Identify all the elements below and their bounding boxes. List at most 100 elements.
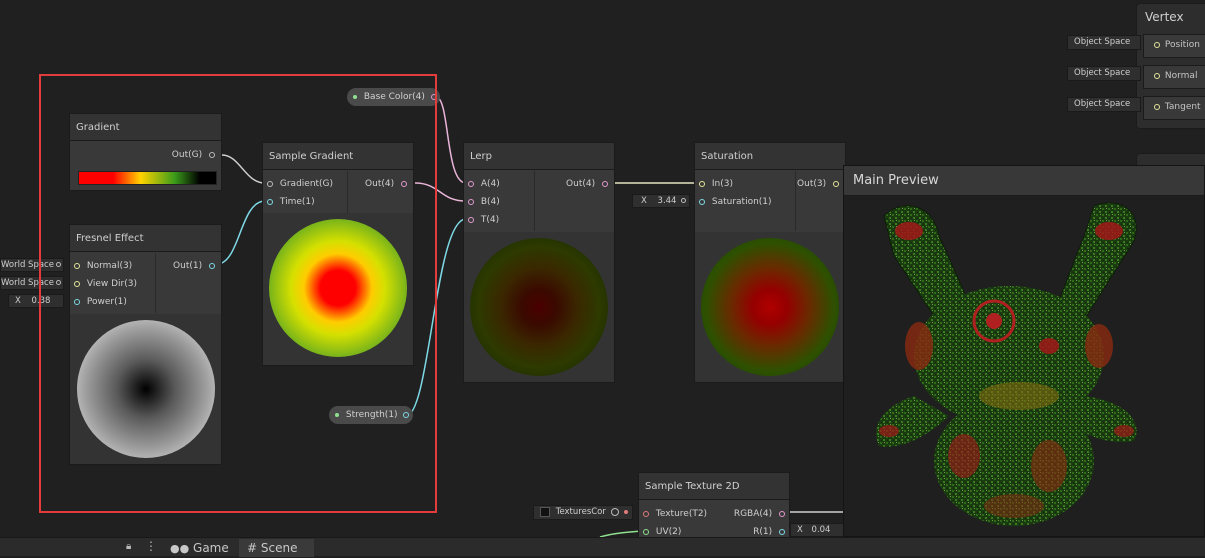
- default-space-label: Object Space: [1074, 68, 1131, 78]
- fresnel-out-port[interactable]: Out(1): [173, 258, 215, 274]
- lerp-preview: [464, 232, 614, 382]
- lerp-t-port[interactable]: T(4): [468, 212, 499, 228]
- port-dot-icon[interactable]: [468, 198, 474, 205]
- sample-gradient-title: Sample Gradient: [263, 143, 413, 170]
- saturation-sat-port[interactable]: Saturation(1): [699, 194, 772, 210]
- port-dot-icon[interactable]: [1154, 103, 1160, 110]
- texture-name: TexturesCor: [555, 507, 606, 517]
- default-space-label: Object Space: [1074, 37, 1131, 47]
- port-dot-icon[interactable]: [403, 411, 410, 418]
- port-dot-icon: [56, 262, 61, 267]
- tab-game[interactable]: ●● Game: [164, 539, 236, 557]
- port-dot-icon[interactable]: [602, 180, 608, 187]
- port-dot-icon[interactable]: [779, 510, 785, 517]
- fresnel-out-label: Out(1): [173, 261, 203, 271]
- sample-texture-in-port[interactable]: Texture(T2): [643, 506, 707, 522]
- shader-graph-canvas[interactable]: Gradient Out(G) Fresnel Effect Normal(3)…: [0, 0, 1205, 537]
- sample-texture-rgba-port[interactable]: RGBA(4): [734, 506, 785, 522]
- default-space-label: World Space: [1, 278, 54, 288]
- fresnel-normal-port[interactable]: Normal(3): [74, 258, 132, 274]
- property-dot-icon: [353, 94, 357, 99]
- sample-texture-uv-label: UV(2): [655, 527, 682, 537]
- fresnel-viewdir-port[interactable]: View Dir(3): [74, 276, 137, 292]
- port-dot-icon[interactable]: [468, 180, 474, 187]
- power-value[interactable]: 0.38: [31, 296, 51, 306]
- gradient-out-label: Out(G): [171, 150, 203, 160]
- selection-rectangle: [39, 74, 437, 513]
- lerp-node[interactable]: Lerp A(4) B(4) T(4) Out(4): [463, 142, 615, 383]
- lerp-a-port[interactable]: A(4): [468, 176, 500, 192]
- lerp-b-port[interactable]: B(4): [468, 194, 500, 210]
- tab-scene[interactable]: # Scene: [239, 539, 314, 557]
- vertex-position-default[interactable]: Object Space: [1067, 35, 1141, 50]
- vertex-block-tangent[interactable]: Tangent: [1143, 96, 1205, 120]
- gradient-node-title: Gradient: [70, 114, 221, 141]
- more-options-icon[interactable]: ⋮: [145, 539, 157, 553]
- vertex-context[interactable]: Vertex Position Normal Tangent: [1136, 3, 1205, 129]
- port-dot-icon[interactable]: [468, 216, 474, 223]
- sample-texture-default[interactable]: TexturesCor: [533, 505, 633, 520]
- gradient-out-port[interactable]: Out(G): [172, 147, 215, 163]
- port-dot-icon[interactable]: [267, 180, 273, 187]
- fresnel-viewdir-label: View Dir(3): [86, 279, 137, 289]
- sample-texture-2d-node[interactable]: Sample Texture 2D Texture(T2) UV(2) RGBA…: [638, 472, 790, 537]
- sample-texture-uv-port[interactable]: UV(2): [643, 524, 681, 537]
- strength-property[interactable]: Strength(1): [329, 406, 413, 424]
- saturation-in-port[interactable]: In(3): [699, 176, 733, 192]
- port-dot-icon[interactable]: [74, 298, 80, 305]
- port-dot-icon[interactable]: [267, 198, 273, 205]
- r-value[interactable]: 0.04: [811, 525, 831, 535]
- vertex-normal-default[interactable]: Object Space: [1067, 66, 1141, 81]
- lerp-out-port[interactable]: Out(4): [566, 176, 608, 192]
- saturation-value[interactable]: 3.44: [657, 196, 677, 206]
- port-dot-icon[interactable]: [401, 180, 407, 187]
- saturation-out-label: Out(3): [797, 179, 827, 189]
- saturation-default[interactable]: X 3.44: [632, 194, 690, 208]
- port-dot-icon[interactable]: [699, 180, 705, 187]
- lerp-b-label: B(4): [480, 197, 500, 207]
- fresnel-normal-default[interactable]: World Space: [0, 258, 64, 272]
- sample-texture-r-field[interactable]: X 0.04: [790, 523, 844, 537]
- main-preview-panel[interactable]: Main Preview: [843, 165, 1205, 537]
- fresnel-power-default[interactable]: X 0.38: [8, 294, 64, 308]
- fresnel-effect-node[interactable]: Fresnel Effect Normal(3) View Dir(3) Pow…: [69, 224, 222, 465]
- gamepad-icon: ●●: [170, 542, 190, 555]
- port-dot-icon[interactable]: [209, 151, 215, 158]
- port-dot-icon[interactable]: [74, 262, 80, 269]
- lerp-out-label: Out(4): [566, 179, 596, 189]
- fresnel-power-port[interactable]: Power(1): [74, 294, 127, 310]
- sample-gradient-in-port[interactable]: Gradient(G): [267, 176, 333, 192]
- main-preview-title: Main Preview: [844, 166, 1204, 196]
- saturation-preview: [695, 232, 845, 382]
- gradient-bar[interactable]: [78, 171, 217, 185]
- port-dot-icon[interactable]: [643, 528, 649, 535]
- fresnel-power-label: Power(1): [86, 297, 127, 307]
- vertex-tangent-default[interactable]: Object Space: [1067, 97, 1141, 112]
- port-dot-icon[interactable]: [1154, 72, 1160, 79]
- saturation-out-port[interactable]: Out(3): [797, 176, 839, 192]
- vertex-block-normal[interactable]: Normal: [1143, 65, 1205, 89]
- sample-gradient-node[interactable]: Sample Gradient Gradient(G) Time(1) Out(…: [262, 142, 414, 366]
- fresnel-viewdir-default[interactable]: World Space: [0, 276, 64, 290]
- saturation-node[interactable]: Saturation In(3) Saturation(1) Out(3): [694, 142, 846, 383]
- axis-label: X: [641, 196, 647, 206]
- preview-model-viewport[interactable]: [844, 196, 1204, 537]
- port-dot-icon[interactable]: [74, 280, 80, 287]
- port-dot-icon[interactable]: [209, 262, 215, 269]
- port-dot-icon[interactable]: [643, 510, 649, 517]
- port-dot-icon[interactable]: [833, 180, 839, 187]
- sample-gradient-out-port[interactable]: Out(4): [365, 176, 407, 192]
- port-dot-icon[interactable]: [779, 528, 785, 535]
- gradient-node[interactable]: Gradient Out(G): [69, 113, 222, 191]
- sample-gradient-time-label: Time(1): [279, 197, 315, 207]
- lock-icon[interactable]: 🔒︎: [126, 541, 132, 552]
- sample-gradient-time-port[interactable]: Time(1): [267, 194, 315, 210]
- port-dot-icon[interactable]: [699, 198, 705, 205]
- default-space-label: World Space: [1, 260, 54, 270]
- vertex-block-position[interactable]: Position: [1143, 34, 1205, 58]
- object-picker-icon[interactable]: [610, 507, 619, 516]
- default-space-label: Object Space: [1074, 99, 1131, 109]
- sample-gradient-in-label: Gradient(G): [279, 179, 334, 189]
- port-dot-icon[interactable]: [1154, 41, 1160, 48]
- sample-texture-r-port[interactable]: R(1): [753, 524, 785, 537]
